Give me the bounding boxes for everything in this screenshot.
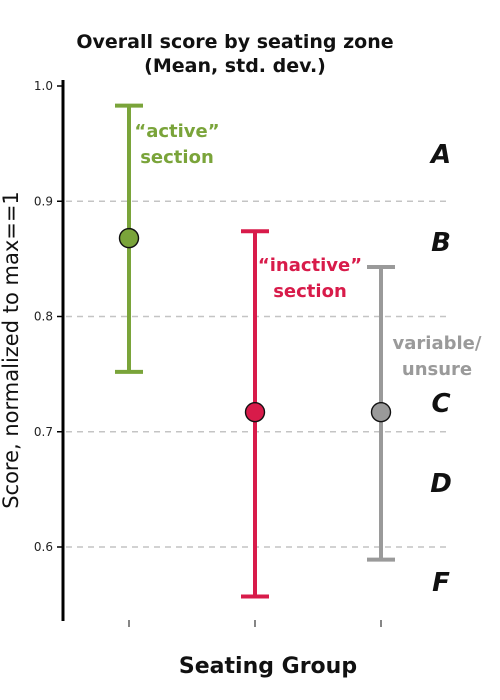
mean-point bbox=[370, 401, 392, 423]
grade-label: A bbox=[429, 140, 451, 170]
group-label-line2: section bbox=[140, 147, 214, 168]
mean-point bbox=[118, 227, 140, 249]
y-tick-label: 0.7 bbox=[34, 425, 53, 439]
grid-lines bbox=[66, 200, 450, 548]
y-axis-ticks: 0.6 0.7 0.8 0.9 1.0 bbox=[34, 79, 63, 554]
grade-label: B bbox=[431, 228, 451, 258]
y-tick-label: 0.9 bbox=[34, 194, 53, 208]
chart-title-line2: (Mean, std. dev.) bbox=[144, 55, 326, 77]
group-1-error-bar: “active” section bbox=[115, 103, 220, 374]
x-axis-label: Seating Group bbox=[179, 654, 357, 679]
grade-labels: A B C D F bbox=[429, 140, 452, 598]
error-bar-series: “active” section “inactive” section variable… bbox=[115, 103, 482, 599]
chart-title-line1: Overall score by seating zone bbox=[76, 31, 393, 53]
y-tick-label: 0.8 bbox=[34, 310, 53, 324]
y-tick-label: 0.6 bbox=[34, 540, 53, 554]
group-2-error-bar: “inactive” section bbox=[241, 229, 362, 599]
y-axis-label: Score, normalized to max==1 bbox=[0, 191, 23, 509]
mean-point bbox=[244, 401, 266, 423]
group-label-line1: “inactive” bbox=[258, 255, 362, 276]
group-label-line2: unsure bbox=[402, 359, 472, 380]
group-3-error-bar: variable/unsure bbox=[367, 264, 482, 562]
group-label-line1: variable/ bbox=[393, 333, 482, 354]
group-label-line1: “active” bbox=[134, 121, 219, 142]
grade-label: C bbox=[431, 389, 450, 419]
group-label-line2: section bbox=[273, 281, 347, 302]
y-tick-label: 1.0 bbox=[34, 79, 53, 93]
x-axis-ticks bbox=[128, 620, 382, 627]
grade-label: D bbox=[430, 469, 452, 499]
grade-label: F bbox=[432, 568, 450, 598]
